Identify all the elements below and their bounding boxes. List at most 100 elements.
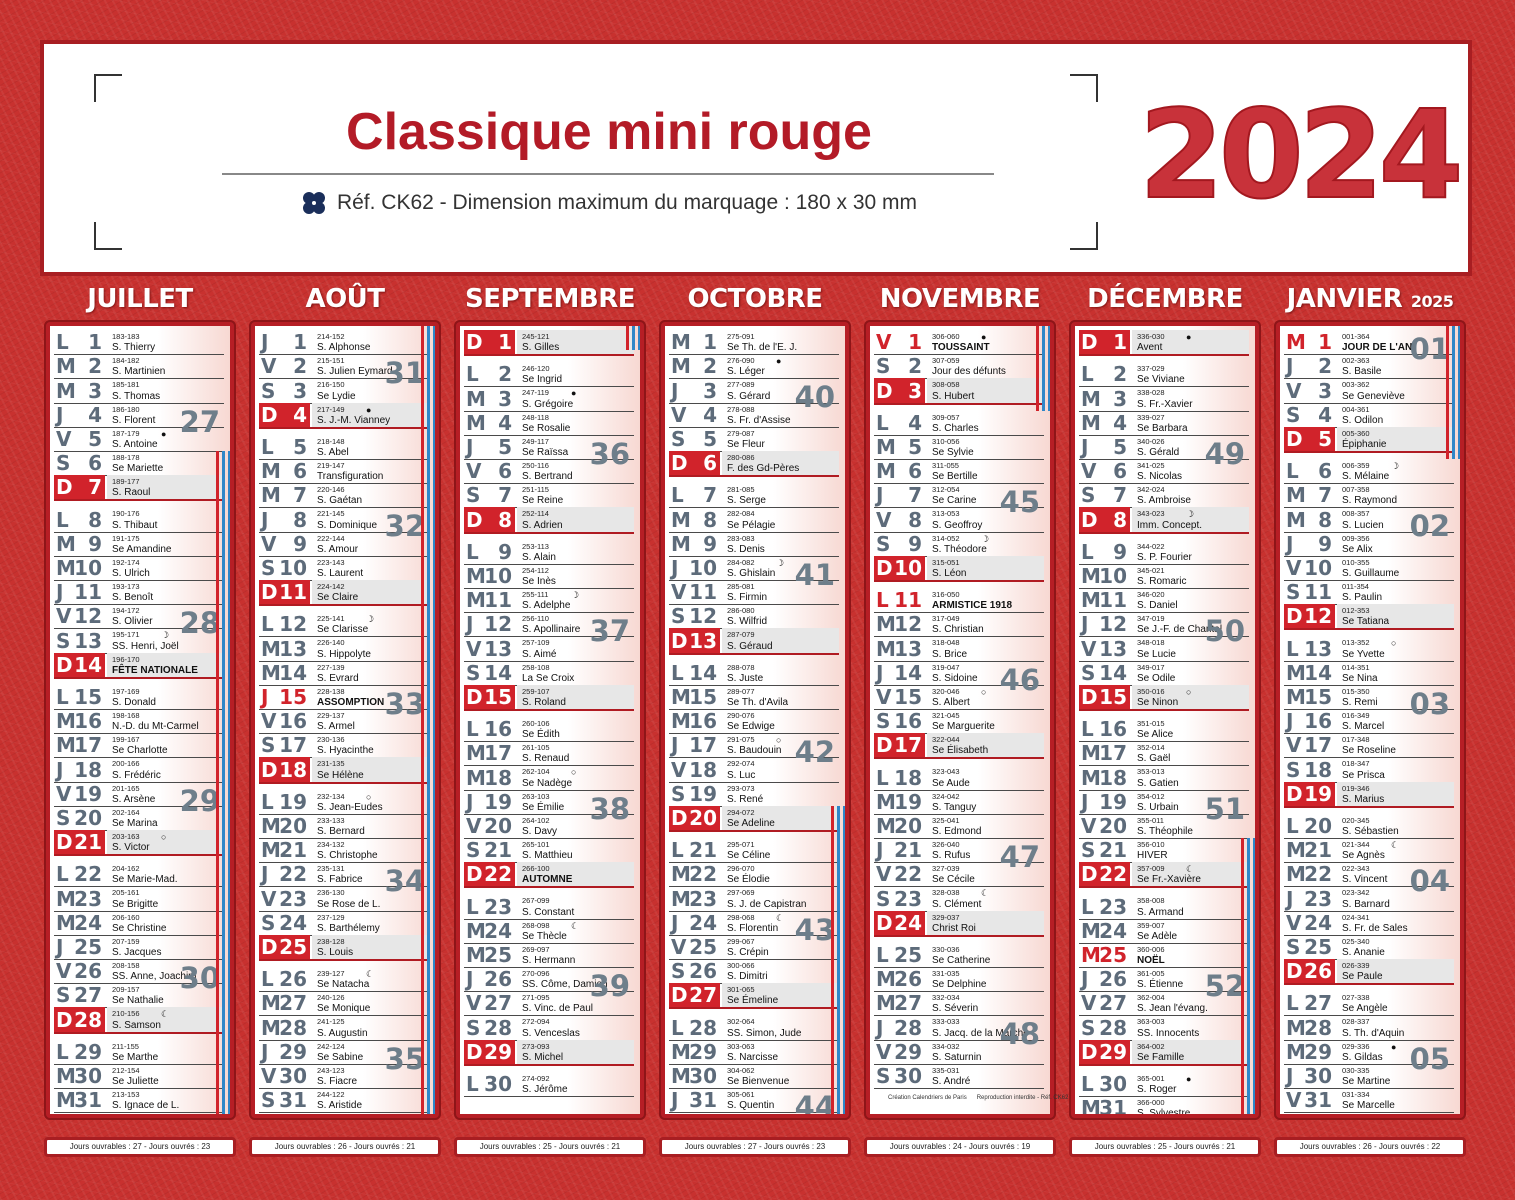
saint-name: Se Natacha [317,979,370,991]
day-row: V 13 257-109 S. Aimé [464,636,634,662]
saint-name: Se Ninon [1137,696,1179,708]
clover-icon [302,192,325,214]
day-info: 327-039 Se Cécile [927,862,1044,886]
weekday-letter: J [261,330,269,355]
day-info: 296-070 Se Élodie [722,862,839,886]
day-of-year-code: 293-073 [727,783,755,793]
day-number: 22 [1099,862,1127,887]
day-of-year-code: 200-166 [112,759,140,769]
vacation-bar [1241,838,1244,1114]
day-info: 187-179 S. Antoine ● [107,427,224,451]
weekday-letter: L [56,684,69,709]
day-label: V 18 [669,757,720,782]
saint-name: SS. Côme, Damien [522,979,608,991]
weekday-letter: V [466,459,482,484]
weekday-letter: L [466,362,479,387]
day-number: 5 [703,426,717,451]
day-row: M 5 310-056 Se Sylvie [874,435,1044,460]
day-info: 265-101 S. Matthieu [517,838,634,862]
day-label: M 24 [464,919,515,943]
week-number: 40 [794,380,835,415]
day-info: 207-159 S. Jacques [107,935,224,959]
day-label: M 25 [464,943,515,967]
day-of-year-code: 201-165 [112,783,140,793]
saint-name: S. Hubert [932,390,975,402]
day-number: 27 [1099,991,1127,1016]
weekday-letter: L [1081,362,1094,387]
day-number: 16 [1099,717,1127,742]
day-info: 223-143 S. Laurent [312,556,429,580]
day-info: 267-099 S. Constant [517,894,634,918]
day-of-year-code: 308-058 [932,380,960,390]
day-number: 23 [1099,894,1127,919]
day-number: 28 [1304,1015,1332,1040]
day-label: V 11 [669,580,720,604]
day-row: M 20 325-041 S. Edmond [874,814,1044,839]
day-label: V 23 [259,886,310,911]
day-number: 30 [1099,1071,1127,1096]
day-number: 29 [1304,1039,1332,1064]
weekday-letter: M [671,886,691,911]
day-number: 6 [1318,459,1332,484]
weekday-letter: L [671,660,684,685]
day-info: 224-142 Se Claire [312,580,429,605]
weekday-letter: D [1081,330,1098,355]
day-row: M 13 318-048 S. Brice [874,636,1044,662]
day-label: V 30 [259,1064,310,1088]
day-of-year-code: 192-174 [112,557,140,567]
saint-name: Christ Roi [932,922,976,934]
day-of-year-code: 316-050 [932,590,960,599]
day-number: 28 [74,1007,102,1032]
day-label: M 30 [54,1064,105,1088]
moon-phase-icon: ○ [981,686,987,697]
day-label: D 19 [1284,781,1335,806]
day-of-year-code: 259-107 [522,686,550,696]
day-number: 15 [279,684,307,709]
saint-name: Se Geneviève [1342,390,1405,402]
day-info: 354-012 S. Urbain [1132,790,1249,814]
saint-name: Se Nadège [522,777,573,789]
saint-name: Se Monique [317,1003,371,1015]
day-row: L 30 274-092 S. Jérôme [464,1072,634,1097]
weekday-letter: L [876,765,889,790]
weekday-letter: M [466,386,486,411]
day-label: V 13 [1079,636,1130,661]
weekday-letter: V [876,1039,892,1064]
saint-name: S. Jean l'évang. [1137,1003,1208,1015]
day-of-year-code: 188-178 [112,453,140,462]
day-info: 270-096 SS. Côme, Damien [517,967,634,991]
saint-name: FÊTE NATIONALE [112,664,198,676]
saint-name: Se Adèle [1137,930,1178,942]
saint-name: Se Lucie [1137,648,1176,660]
moon-phase-icon: ☾ [1186,864,1195,875]
day-label: M 12 [874,612,925,636]
day-info: 328-038 S. Clément ☾ [927,886,1044,910]
day-info: 276-090 S. Léger ● [722,354,839,378]
weekday-letter: S [1286,402,1301,427]
day-label: S 13 [54,628,105,653]
moon-phase-icon: ○ [571,767,577,778]
day-of-year-code: 356-010 [1137,840,1165,849]
day-of-year-code: 024-341 [1342,912,1370,922]
day-info: 200-166 S. Frédéric [107,757,224,781]
day-row: M 22 022-343 S. Vincent [1284,862,1454,888]
day-row: M 31 366-000 S. Sylvestre [1079,1096,1249,1114]
day-row: L 7 281-085 S. Serge [669,483,839,509]
day-info: 244-122 S. Aristide [312,1088,429,1112]
day-of-year-code: 226-140 [317,638,345,648]
day-of-year-code: 314-052 [932,533,960,543]
day-of-year-code: 206-160 [112,912,140,922]
saint-name: S. Arsène [112,793,156,805]
weekday-letter: S [876,709,891,734]
day-row: V 26 208-158 SS. Anne, Joachim [54,959,224,985]
saint-name: Se Catherine [932,954,991,966]
day-row: V 31 031-334 Se Marcelle [1284,1088,1454,1114]
day-number: 31 [689,1088,717,1113]
day-of-year-code: 002-363 [1342,356,1370,366]
day-row: D 29 364-002 Se Famille [1079,1039,1249,1066]
saint-name: Se Édith [522,729,560,741]
day-number: 6 [1113,459,1127,484]
